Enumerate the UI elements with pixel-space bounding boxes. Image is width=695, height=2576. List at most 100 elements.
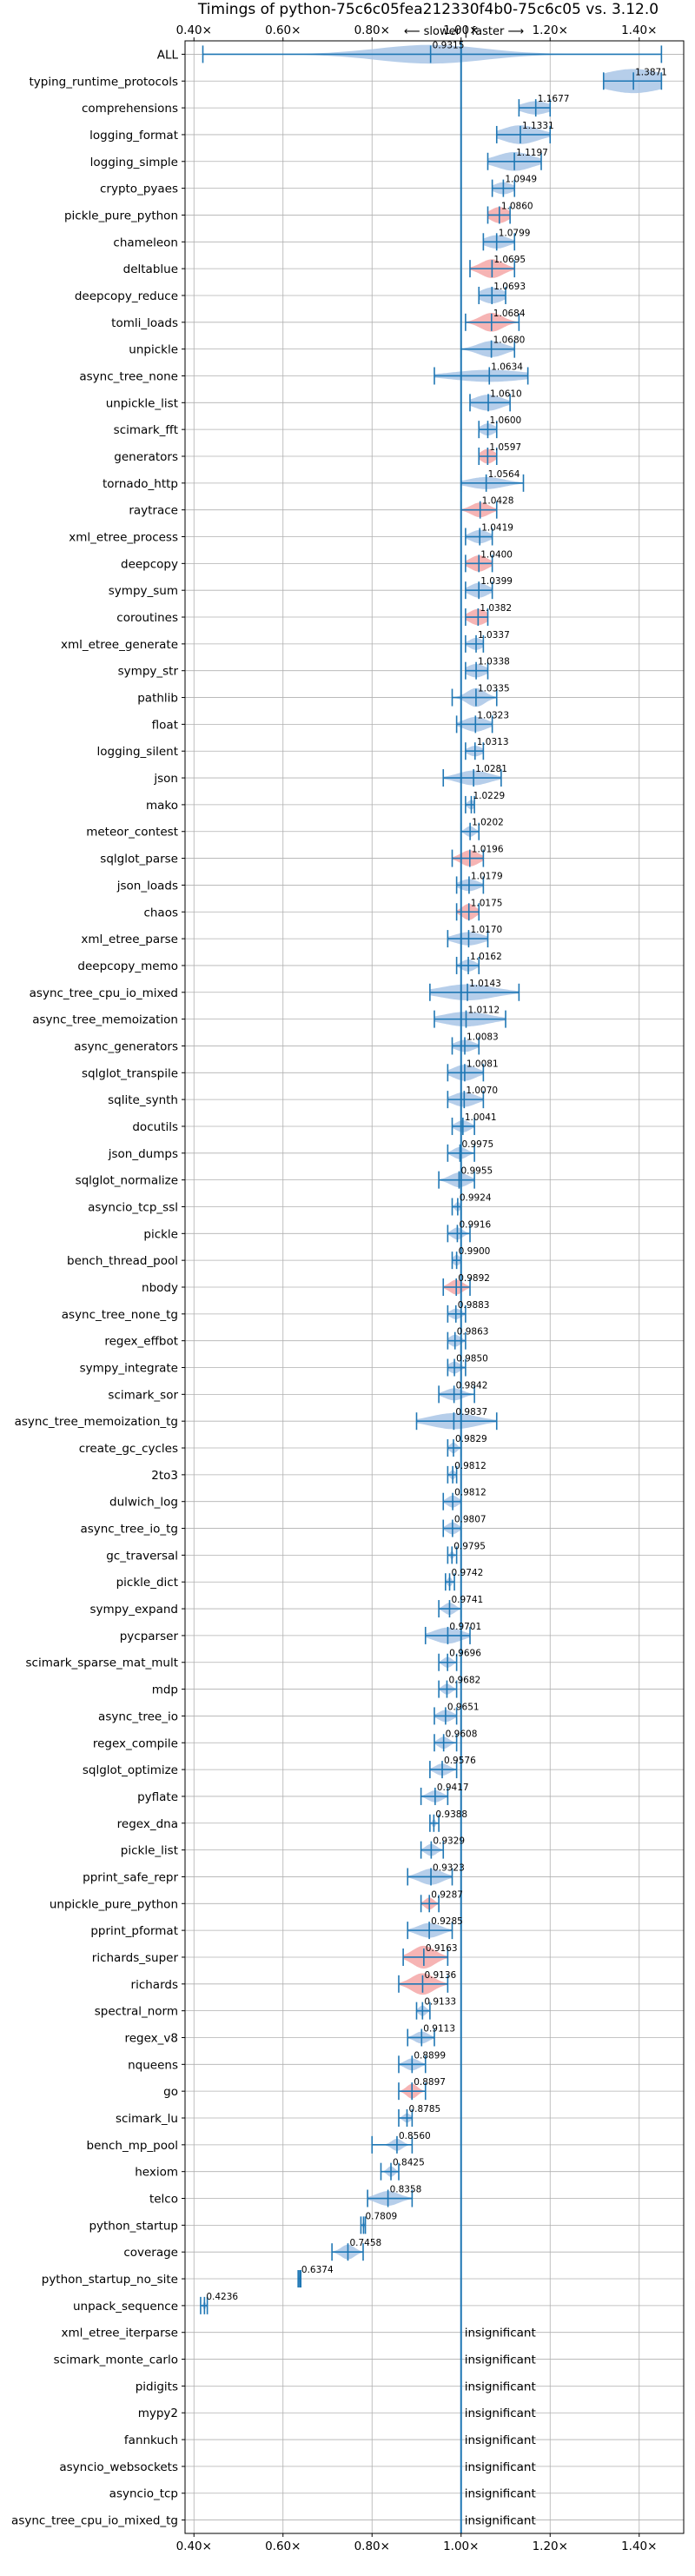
value-label: 1.0179 <box>471 871 503 881</box>
value-label: 1.0399 <box>480 576 513 587</box>
value-label: 1.1331 <box>522 121 554 131</box>
value-label: 1.0428 <box>482 496 514 507</box>
x-tick-label-top: 1.40× <box>621 23 657 37</box>
value-label: 0.9807 <box>454 1515 486 1525</box>
value-label: 1.0281 <box>475 764 507 774</box>
benchmark-label: chameleon <box>113 236 178 249</box>
benchmark-label: pprint_pformat <box>90 1924 178 1938</box>
value-label: 0.9136 <box>424 1970 456 1981</box>
value-label: 0.9701 <box>449 1622 481 1632</box>
value-label: 0.8785 <box>408 2104 440 2115</box>
value-label: 0.9837 <box>455 1407 487 1417</box>
benchmark-label: deltablue <box>123 262 178 276</box>
benchmark-label: pidigits <box>136 2380 178 2393</box>
benchmark-label: go <box>163 2085 178 2099</box>
value-label: 0.9163 <box>426 1943 458 1954</box>
benchmark-label: regex_effbot <box>104 1335 178 1349</box>
x-tick-label-bottom: 1.20× <box>533 2539 568 2553</box>
value-label: 0.9329 <box>433 1836 465 1847</box>
value-label: 1.0175 <box>471 898 503 908</box>
value-label: 0.9417 <box>437 1783 469 1793</box>
benchmark-label: ALL <box>157 48 179 62</box>
value-label: 1.0112 <box>467 1006 500 1016</box>
value-label: 1.0799 <box>499 228 531 238</box>
benchmark-label: sympy_str <box>118 665 179 679</box>
value-label: 0.9682 <box>448 1676 480 1686</box>
value-label: 0.9900 <box>459 1246 491 1257</box>
value-label: 1.0229 <box>473 791 505 801</box>
benchmark-label: raytrace <box>129 504 178 518</box>
benchmark-label: pprint_safe_repr <box>83 1870 178 1884</box>
benchmark-label: pycparser <box>120 1630 179 1643</box>
benchmark-label: async_tree_none <box>79 369 178 383</box>
value-label: 0.6374 <box>301 2265 334 2275</box>
benchmark-label: json <box>153 772 178 786</box>
benchmark-label: 2to3 <box>151 1469 178 1483</box>
benchmark-label: bench_mp_pool <box>87 2139 178 2153</box>
value-label: 0.9742 <box>452 1568 484 1578</box>
benchmark-label: generators <box>114 450 178 464</box>
benchmark-label: scimark_lu <box>116 2112 178 2126</box>
value-label: 0.7458 <box>349 2238 381 2248</box>
value-label: 0.9696 <box>449 1649 481 1659</box>
value-label: 1.0860 <box>501 201 533 211</box>
value-label: 0.9741 <box>451 1595 483 1605</box>
benchmark-label: async_tree_memoization <box>32 1013 178 1027</box>
benchmark-label: deepcopy_memo <box>77 959 178 973</box>
value-label: 1.0041 <box>465 1112 497 1123</box>
plot-frame <box>184 40 685 2534</box>
benchmark-label: regex_dna <box>117 1817 178 1831</box>
value-label: 0.9812 <box>454 1461 486 1471</box>
value-label: 1.0202 <box>472 818 504 828</box>
benchmark-label: coroutines <box>116 611 178 625</box>
benchmark-label: json_loads <box>116 879 178 893</box>
benchmark-label: nqueens <box>128 2058 178 2072</box>
value-label: 0.9955 <box>460 1166 493 1177</box>
value-label: 1.0695 <box>493 255 526 265</box>
value-label: 0.9916 <box>459 1219 491 1230</box>
value-label: 1.0081 <box>467 1059 499 1069</box>
benchmark-label: pickle_pure_python <box>64 209 178 222</box>
value-label: 1.0600 <box>490 415 522 426</box>
benchmark-label: asyncio_websockets <box>59 2460 178 2474</box>
benchmark-label: async_tree_cpu_io_mixed <box>30 986 178 1000</box>
chart-title: Timings of python-75c6c05fea212330f4b0-7… <box>197 1 659 18</box>
value-label: 0.8358 <box>390 2185 422 2195</box>
benchmark-label: python_startup_no_site <box>42 2273 178 2287</box>
benchmark-label: asyncio_tcp <box>109 2487 178 2501</box>
value-label: 0.9812 <box>454 1488 486 1498</box>
value-label: 0.9323 <box>433 1862 465 1873</box>
benchmark-label: regex_compile <box>93 1736 178 1750</box>
benchmark-label: dulwich_log <box>109 1496 178 1510</box>
benchmark-label: crypto_pyaes <box>100 183 178 196</box>
benchmark-label: async_tree_io_tg <box>80 1523 178 1537</box>
value-label: 1.0338 <box>478 657 510 667</box>
benchmark-label: typing_runtime_protocols <box>30 75 179 89</box>
benchmark-label: telco <box>149 2193 178 2207</box>
benchmark-label: unpickle_pure_python <box>50 1897 178 1911</box>
value-label: 0.8560 <box>399 2131 431 2141</box>
value-label: 0.9315 <box>433 40 465 50</box>
benchmark-label: unpack_sequence <box>73 2300 178 2314</box>
value-label: 0.9795 <box>453 1541 486 1551</box>
value-label: 0.9287 <box>431 1889 463 1900</box>
value-label: 0.4236 <box>206 2292 238 2302</box>
benchmark-label: sympy_expand <box>89 1603 178 1617</box>
value-label: 1.0313 <box>477 737 509 747</box>
benchmark-label: json_dumps <box>108 1147 178 1161</box>
benchmark-label: tomli_loads <box>111 316 178 330</box>
value-label: 0.9883 <box>458 1300 490 1311</box>
benchmark-label: sqlglot_optimize <box>83 1763 178 1777</box>
benchmark-label: spectral_norm <box>95 2005 178 2019</box>
benchmark-label: gc_traversal <box>106 1549 178 1563</box>
insignificant-label: insignificant <box>465 2487 536 2501</box>
benchmark-label: sqlglot_parse <box>100 853 178 866</box>
x-tick-label-top: 0.60× <box>265 23 301 37</box>
benchmark-label: sqlglot_transpile <box>82 1066 178 1080</box>
grid-layer <box>185 41 684 2533</box>
value-label: 1.0337 <box>478 630 510 641</box>
benchmark-label: unpickle <box>129 343 178 357</box>
benchmark-label: richards_super <box>92 1951 179 1965</box>
value-label: 0.8897 <box>414 2077 446 2088</box>
